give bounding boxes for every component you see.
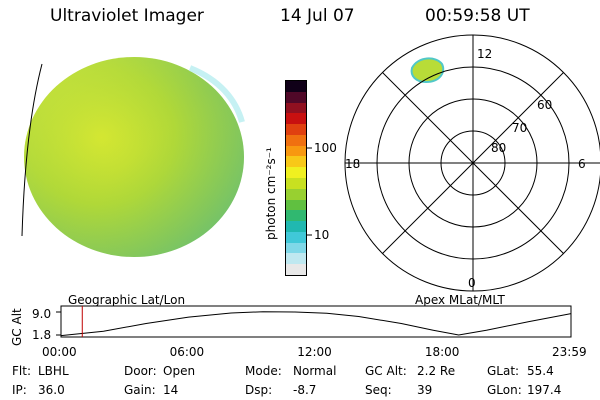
info-label: Seq: xyxy=(365,383,392,397)
polar-ring-label-70: 70 xyxy=(512,121,528,135)
polar-label-6: 6 xyxy=(578,157,586,171)
info-value: -8.7 xyxy=(293,383,317,397)
timeline-y-tick-1_8: 1.8 xyxy=(32,328,52,342)
polar-ring-label-80: 80 xyxy=(491,141,507,155)
polar-diagonal-2 xyxy=(382,72,564,254)
colorbar-segment xyxy=(286,167,306,178)
info-value: 2.2 Re xyxy=(417,364,456,378)
info-value: Open xyxy=(163,364,196,378)
timeline-y-tick-9: 9.0 xyxy=(32,307,52,321)
info-value: 39 xyxy=(417,383,433,397)
info-label: GLon: xyxy=(487,383,522,397)
colorbar-segment xyxy=(286,199,306,211)
colorbar-segment xyxy=(286,242,306,254)
polar-label-0: 0 xyxy=(468,276,476,290)
info-label: Mode: xyxy=(245,364,282,378)
timeline-left-label: Geographic Lat/Lon xyxy=(68,293,186,307)
info-label: GC Alt: xyxy=(365,364,407,378)
info-value: LBHL xyxy=(38,364,69,378)
info-value: 197.4 xyxy=(527,383,562,397)
polar-aurora-patch xyxy=(410,57,445,84)
colorbar-segment xyxy=(286,102,306,114)
info-label: GLat: xyxy=(487,364,520,378)
colorbar-segment xyxy=(286,188,306,200)
info-label: Flt: xyxy=(12,364,31,378)
disk-shade xyxy=(24,57,244,257)
colorbar-segment xyxy=(286,221,306,232)
info-value: 36.0 xyxy=(38,383,65,397)
info-label: Gain: xyxy=(124,383,156,397)
terminator-line xyxy=(21,63,43,237)
polar-ring-label-60: 60 xyxy=(537,98,553,112)
colorbar xyxy=(285,80,307,276)
disk-limb-edge xyxy=(188,65,245,123)
colorbar-segment xyxy=(286,134,306,146)
timeline-right-label: Apex MLat/MLT xyxy=(415,293,505,307)
colorbar-segment xyxy=(286,264,306,275)
colorbar-segment xyxy=(286,91,306,103)
colorbar-segment xyxy=(286,177,306,189)
info-value: 14 xyxy=(163,383,179,397)
polar-label-18: 18 xyxy=(345,157,361,171)
timeline-x-tick-label: 18:00 xyxy=(424,345,460,359)
timeline-x-tick-label: 12:00 xyxy=(297,345,332,359)
colorbar-segment xyxy=(286,210,306,222)
timeline-frame xyxy=(60,305,572,338)
colorbar-tick-10: 10 xyxy=(314,228,330,242)
timeline-x-tick-label: 06:00 xyxy=(169,345,205,359)
altitude-series-line xyxy=(60,311,572,337)
colorbar-segment xyxy=(286,124,306,135)
colorbar-segment xyxy=(286,231,306,243)
timeline-x-tick-label: 00:00 xyxy=(42,345,77,359)
info-label: Dsp: xyxy=(245,383,273,397)
polar-label-12: 12 xyxy=(477,47,493,61)
colorbar-segment xyxy=(286,253,306,265)
colorbar-segment xyxy=(286,80,306,92)
info-label: Door: xyxy=(124,364,157,378)
time-label: 00:59:58 UT xyxy=(425,6,530,26)
info-label: IP: xyxy=(12,383,27,397)
date-label: 14 Jul 07 xyxy=(280,6,355,26)
timeline-x-tick-label: 23:59 xyxy=(552,345,587,359)
colorbar-segment xyxy=(286,113,306,125)
info-value: Normal xyxy=(293,364,337,378)
instrument-title: Ultraviolet Imager xyxy=(50,6,204,26)
colorbar-segment xyxy=(286,145,306,157)
colorbar-segment xyxy=(286,156,306,168)
colorbar-tick-100: 100 xyxy=(314,141,337,155)
info-value: 55.4 xyxy=(527,364,554,378)
